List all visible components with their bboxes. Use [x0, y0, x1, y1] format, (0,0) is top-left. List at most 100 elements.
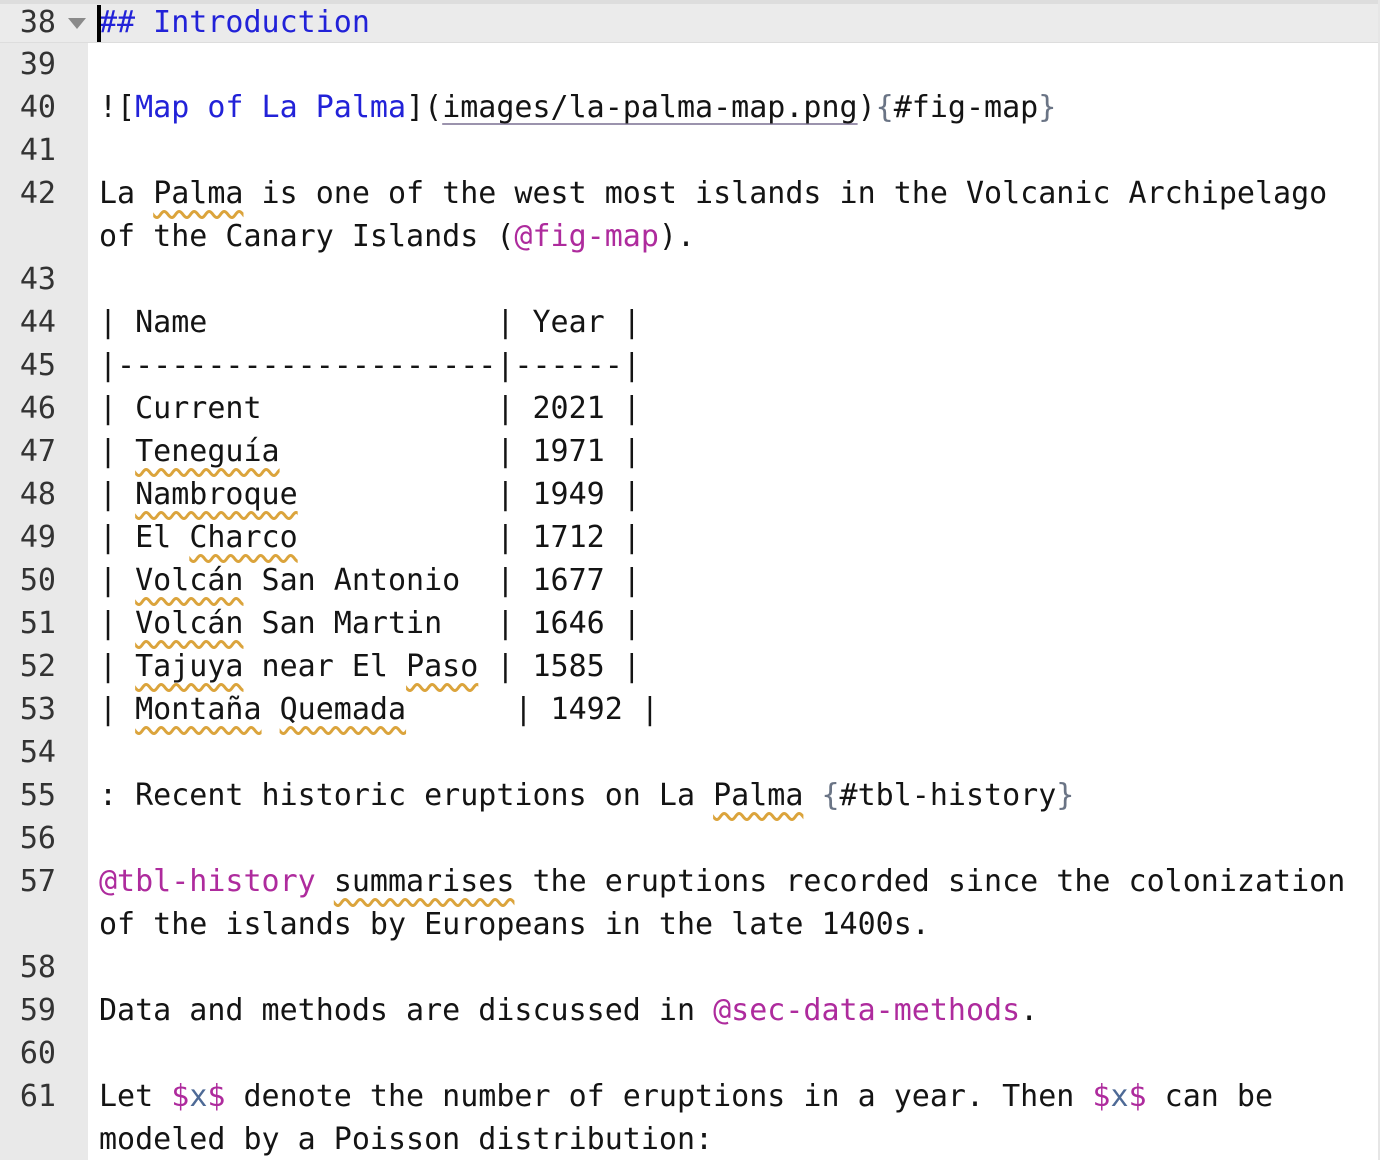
- code-line[interactable]: 43: [0, 258, 1378, 301]
- gutter-cell[interactable]: 38: [0, 4, 88, 42]
- code-text[interactable]: Let $x$ denote the number of eruptions i…: [88, 1075, 1378, 1118]
- code-line[interactable]: 49 | El Charco | 1712 |: [0, 516, 1378, 559]
- gutter-cell[interactable]: 52: [0, 645, 88, 688]
- code-line[interactable]: 45 |---------------------|------|: [0, 344, 1378, 387]
- code-line[interactable]: 41: [0, 129, 1378, 172]
- code-text[interactable]: modeled by a Poisson distribution:: [88, 1118, 1378, 1160]
- code-text[interactable]: | Current | 2021 |: [88, 387, 1378, 430]
- gutter-cell[interactable]: 41: [0, 129, 88, 172]
- gutter-cell[interactable]: 56: [0, 817, 88, 860]
- line-number: 42: [19, 176, 56, 211]
- code-line[interactable]: 55: Recent historic eruptions on La Palm…: [0, 774, 1378, 817]
- code-line[interactable]: 44 | Name | Year |: [0, 301, 1378, 344]
- code-text[interactable]: | Montaña Quemada | 1492 |: [88, 688, 1378, 731]
- code-text[interactable]: | Nambroque | 1949 |: [88, 473, 1378, 516]
- code-line[interactable]: 53 | Montaña Quemada | 1492 |: [0, 688, 1378, 731]
- code-line[interactable]: 54: [0, 731, 1378, 774]
- code-text[interactable]: |---------------------|------|: [88, 344, 1378, 387]
- code-text[interactable]: | Tajuya near El Paso | 1585 |: [88, 645, 1378, 688]
- gutter-cell[interactable]: 42: [0, 172, 88, 215]
- gutter-cell[interactable]: 40: [0, 86, 88, 129]
- gutter-cell[interactable]: 45: [0, 344, 88, 387]
- code-line[interactable]: 38 ## Introduction: [0, 0, 1378, 43]
- code-text[interactable]: | Name | Year |: [88, 301, 1378, 344]
- gutter-cell[interactable]: 61: [0, 1075, 88, 1118]
- gutter-cell[interactable]: 50: [0, 559, 88, 602]
- code-segment: [803, 778, 821, 813]
- code-text[interactable]: | Teneguía | 1971 |: [88, 430, 1378, 473]
- code-line[interactable]: 39: [0, 43, 1378, 86]
- line-number: 56: [19, 821, 56, 856]
- code-segment: Quemada: [279, 692, 407, 727]
- code-segment: #fig-map: [893, 90, 1039, 125]
- code-segment: .: [1020, 993, 1039, 1028]
- gutter-cell[interactable]: 44: [0, 301, 88, 344]
- code-segment: }: [1056, 778, 1075, 813]
- code-line[interactable]: 48 | Nambroque | 1949 |: [0, 473, 1378, 516]
- code-line[interactable]: 61 Let $x$ denote the number of eruptions…: [0, 1075, 1378, 1118]
- code-text[interactable]: Data and methods are discussed in @sec-d…: [88, 989, 1378, 1032]
- code-text[interactable]: of the islands by Europeans in the late …: [88, 903, 1378, 946]
- gutter-cell[interactable]: 54: [0, 731, 88, 774]
- gutter-cell[interactable]: 47: [0, 430, 88, 473]
- gutter-cell[interactable]: 60: [0, 1032, 88, 1075]
- code-text[interactable]: [88, 43, 1378, 86]
- code-text[interactable]: of the Canary Islands (@fig-map).: [88, 215, 1378, 258]
- line-number: 53: [19, 692, 56, 727]
- code-segment: Volcán: [135, 563, 244, 598]
- gutter-cell[interactable]: 48: [0, 473, 88, 516]
- code-text[interactable]: [88, 129, 1378, 172]
- code-segment: {: [821, 778, 840, 813]
- code-text[interactable]: : Recent historic eruptions on La Palma …: [88, 774, 1378, 817]
- gutter-cell[interactable]: 46: [0, 387, 88, 430]
- code-text[interactable]: [88, 1032, 1378, 1075]
- code-line[interactable]: 52 | Tajuya near El Paso | 1585 |: [0, 645, 1378, 688]
- code-line[interactable]: 51 | Volcán San Martin | 1646 |: [0, 602, 1378, 645]
- code-text[interactable]: | El Charco | 1712 |: [88, 516, 1378, 559]
- code-segment: modeled by a Poisson distribution:: [99, 1122, 714, 1157]
- code-text[interactable]: ## Introduction: [88, 4, 1378, 42]
- code-text[interactable]: [88, 731, 1378, 774]
- gutter-cell[interactable]: [0, 215, 88, 258]
- code-segment: San Martin | 1646 |: [243, 606, 641, 641]
- code-line[interactable]: 59 Data and methods are discussed in @sec…: [0, 989, 1378, 1032]
- fold-chevron-down-icon[interactable]: [68, 18, 86, 29]
- code-line[interactable]: 40 ![Map of La Palma](images/la-palma-map…: [0, 86, 1378, 129]
- code-line[interactable]: 47 | Teneguía | 1971 |: [0, 430, 1378, 473]
- gutter-cell[interactable]: 39: [0, 43, 88, 86]
- code-text[interactable]: @tbl-history summarises the eruptions re…: [88, 860, 1378, 903]
- code-segment: : Recent historic eruptions on La: [99, 778, 714, 813]
- code-text[interactable]: [88, 946, 1378, 989]
- gutter-cell[interactable]: 49: [0, 516, 88, 559]
- code-text[interactable]: | Volcán San Antonio | 1677 |: [88, 559, 1378, 602]
- gutter-cell[interactable]: 57: [0, 860, 88, 903]
- gutter-cell[interactable]: [0, 1118, 88, 1160]
- code-text[interactable]: | Volcán San Martin | 1646 |: [88, 602, 1378, 645]
- code-text[interactable]: La Palma is one of the west most islands…: [88, 172, 1378, 215]
- code-line[interactable]: 42 La Palma is one of the west most islan…: [0, 172, 1378, 215]
- code-segment: ![: [99, 90, 136, 125]
- gutter-cell[interactable]: 53: [0, 688, 88, 731]
- gutter-cell[interactable]: 51: [0, 602, 88, 645]
- gutter-cell[interactable]: 58: [0, 946, 88, 989]
- code-text[interactable]: [88, 817, 1378, 860]
- code-segment: summarises: [333, 864, 515, 899]
- code-line-wrap[interactable]: modeled by a Poisson distribution:: [0, 1118, 1378, 1160]
- code-text[interactable]: ![Map of La Palma](images/la-palma-map.p…: [88, 86, 1378, 129]
- gutter-cell[interactable]: 59: [0, 989, 88, 1032]
- code-line-wrap[interactable]: of the islands by Europeans in the late …: [0, 903, 1378, 946]
- code-line[interactable]: 58: [0, 946, 1378, 989]
- code-segment: | 1585 |: [478, 649, 641, 684]
- code-segment: of the Canary Islands (: [99, 219, 515, 254]
- code-line[interactable]: 60: [0, 1032, 1378, 1075]
- code-line[interactable]: 46 | Current | 2021 |: [0, 387, 1378, 430]
- gutter-cell[interactable]: 55: [0, 774, 88, 817]
- code-line[interactable]: 56: [0, 817, 1378, 860]
- code-line[interactable]: 50 | Volcán San Antonio | 1677 |: [0, 559, 1378, 602]
- code-line[interactable]: 57 @tbl-history summarises the eruptions …: [0, 860, 1378, 903]
- code-text[interactable]: [88, 258, 1378, 301]
- gutter-cell[interactable]: 43: [0, 258, 88, 301]
- code-line-wrap[interactable]: of the Canary Islands (@fig-map).: [0, 215, 1378, 258]
- gutter-cell[interactable]: [0, 903, 88, 946]
